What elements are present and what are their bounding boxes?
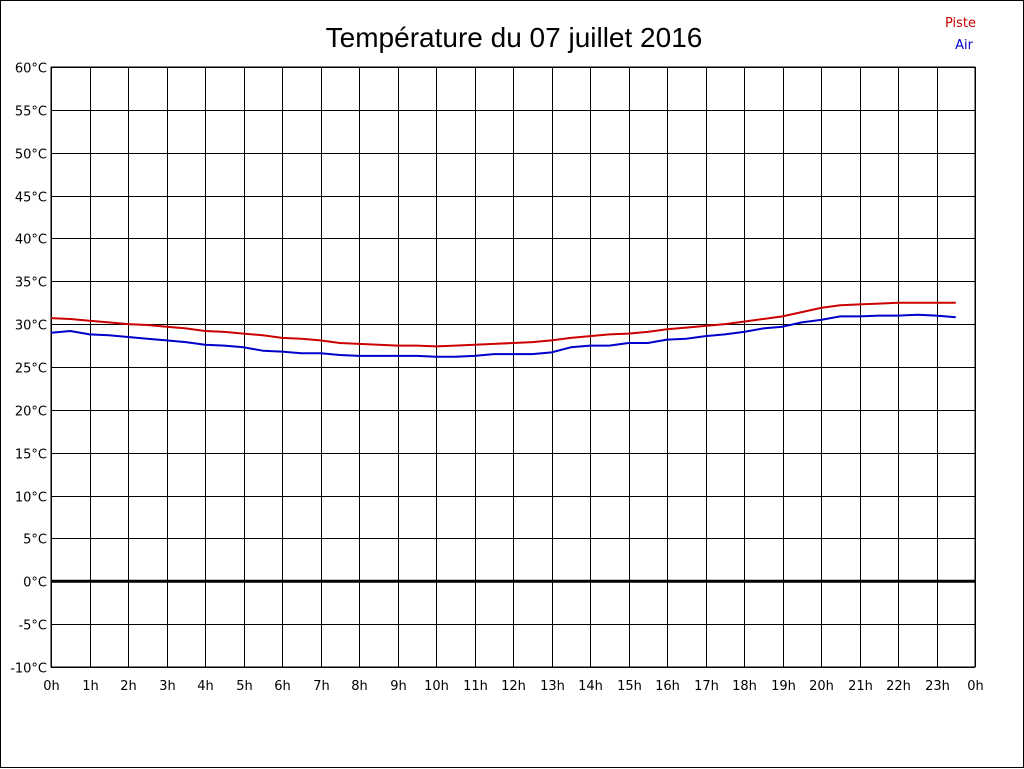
y-tick-label: 60°C [15,62,47,77]
legend-entry-piste: Piste [945,16,976,31]
x-tick-label: 0h [43,679,60,694]
x-tick-label: 6h [274,679,291,694]
y-tick-label: -5°C [18,619,47,634]
y-tick-label: 30°C [15,319,47,334]
series-line-air [50,313,956,358]
chart-grid [50,66,976,668]
y-tick-label: 15°C [15,448,47,463]
x-tick-label: 8h [351,679,368,694]
chart-legend: Piste Air [945,16,976,53]
x-tick-label: 10h [424,679,449,694]
x-tick-label: 13h [540,679,565,694]
y-tick-label: 0°C [23,576,47,591]
x-tick-label: 1h [82,679,99,694]
x-tick-label: 0h [967,679,984,694]
y-tick-label: -10°C [10,662,47,677]
x-tick-label: 14h [578,679,603,694]
y-tick-label: 5°C [23,533,47,548]
legend-entry-air: Air [955,38,974,53]
y-tick-label: 10°C [15,491,47,506]
x-tick-label: 22h [886,679,911,694]
x-tick-label: 12h [501,679,526,694]
series-lines [50,301,956,358]
x-tick-label: 23h [925,679,950,694]
y-tick-label: 40°C [15,233,47,248]
y-tick-label: 55°C [15,105,47,120]
y-tick-label: 50°C [15,148,47,163]
axis-labels: -10°C -5°C 0°C 5°C 10°C 15°C 20°C 25°C 30°C 35°C 4… [10,62,984,695]
x-tick-label: 18h [732,679,757,694]
x-tick-label: 9h [390,679,407,694]
x-tick-label: 17h [694,679,719,694]
x-tick-label: 20h [809,679,834,694]
y-tick-label: 25°C [15,362,47,377]
y-tick-label: 45°C [15,191,47,206]
x-tick-label: 3h [159,679,176,694]
chart-title: Température du 07 juillet 2016 [326,22,703,53]
x-tick-label: 15h [617,679,642,694]
x-tick-label: 21h [848,679,873,694]
x-tick-label: 19h [771,679,796,694]
y-tick-label: 35°C [15,276,47,291]
x-tick-label: 16h [655,679,680,694]
x-tick-label: 2h [120,679,137,694]
series-line-piste [50,301,956,348]
x-tick-label: 7h [313,679,330,694]
x-tick-label: 5h [236,679,253,694]
y-tick-label: 20°C [15,405,47,420]
x-tick-label: 11h [463,679,488,694]
x-tick-label: 4h [197,679,214,694]
